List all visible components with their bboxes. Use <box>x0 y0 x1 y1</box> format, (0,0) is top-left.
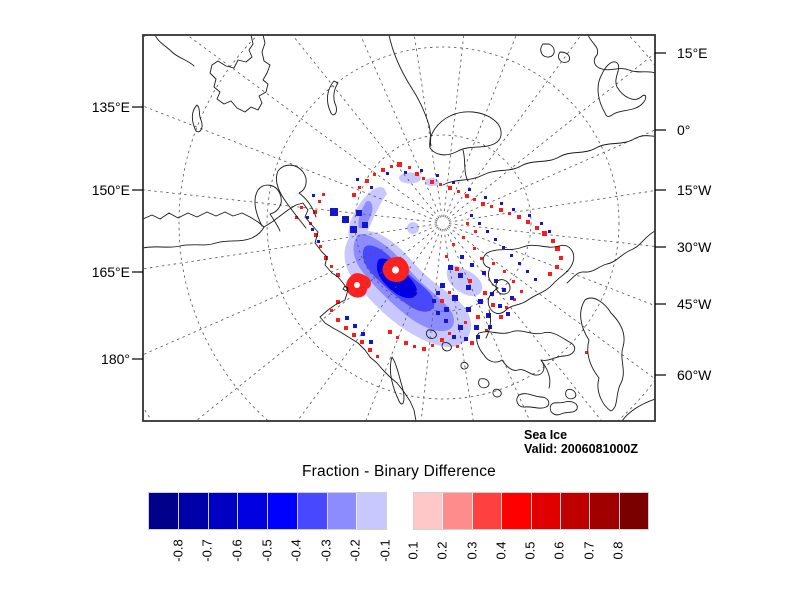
coastline <box>389 356 405 405</box>
colorbar-tick-label: 0.6 <box>551 541 567 560</box>
coastline <box>143 202 417 421</box>
colorbar-tick-label: -0.1 <box>377 539 393 562</box>
colorbar-tick-label: 0.7 <box>581 541 596 560</box>
colorbar-tick-label: -0.6 <box>229 539 245 562</box>
lon-label-45w: 45°W <box>677 296 712 312</box>
plot-title: Fraction - Binary Difference <box>302 463 496 480</box>
valid-time-label: Valid: 2006081000Z <box>524 442 638 456</box>
colorbar-swatch <box>149 493 179 529</box>
coastline <box>342 285 349 292</box>
coastline <box>425 329 502 398</box>
coastline <box>429 111 502 156</box>
lon-label-30w: 30°W <box>677 239 712 255</box>
colorbar-swatch <box>560 493 591 529</box>
coastline <box>143 226 265 249</box>
colorbar-swatch <box>178 493 209 529</box>
colorbar-swatch <box>619 493 648 529</box>
colorbar-tick-label: -0.8 <box>170 539 186 562</box>
colorbar-swatch <box>414 493 444 529</box>
colorbar-tick-label: -0.3 <box>318 539 334 562</box>
coastline <box>540 43 571 63</box>
coastline <box>580 297 625 412</box>
lon-label-165e: 165°E <box>91 264 130 280</box>
coastline <box>209 35 271 113</box>
colorbar-swatch <box>472 493 503 529</box>
lon-label-150e: 150°E <box>91 182 130 198</box>
lon-label-0: 0° <box>677 122 691 138</box>
coastlines <box>143 35 655 421</box>
colorbar-tick-label: -0.7 <box>199 539 215 562</box>
coastline <box>191 104 203 133</box>
colorbar-tick-label: 0.3 <box>464 541 479 560</box>
anomaly-medium-blue <box>358 200 373 229</box>
axis-ticks <box>132 52 666 376</box>
anomaly-light-patch <box>446 265 483 296</box>
colorbar-positive <box>413 492 649 530</box>
lon-label-15e: 15°E <box>677 45 708 61</box>
lon-label-60w: 60°W <box>677 367 712 383</box>
lon-label-180: 180° <box>101 351 130 367</box>
colorbar-swatch <box>238 493 268 529</box>
anomaly-red-blob-hole <box>354 282 360 288</box>
colorbar-swatch <box>208 493 239 529</box>
coastline <box>621 398 655 421</box>
coastline <box>587 35 655 74</box>
colorbar-swatch <box>502 493 532 529</box>
coastline <box>442 135 655 186</box>
coastline <box>462 149 469 182</box>
map-frame <box>142 34 656 422</box>
colorbar-tick-label: -0.5 <box>259 539 274 562</box>
colorbar-tick-label: 0.4 <box>493 541 509 560</box>
colorbar-tick-label: 0.2 <box>434 541 450 560</box>
colorbar-tick-label: -0.4 <box>288 539 304 562</box>
colorbar-swatch <box>268 493 298 529</box>
coastline <box>597 61 647 117</box>
colorbar-swatch <box>590 493 620 529</box>
colorbar-tick-label: -0.2 <box>347 539 363 562</box>
colorbar-tick-label: 0.5 <box>522 541 538 560</box>
coastline <box>254 184 282 232</box>
colorbar-swatch <box>357 493 386 529</box>
colorbar-swatch <box>297 493 328 529</box>
validity-annotation: Sea Ice Valid: 2006081000Z <box>524 428 638 456</box>
colorbar-swatch <box>443 493 473 529</box>
lon-label-135e: 135°E <box>91 99 130 115</box>
coastline <box>388 35 432 149</box>
coastline <box>482 244 575 314</box>
anomaly-red-ring-hole <box>391 266 400 274</box>
coastline <box>275 164 317 229</box>
coastline <box>485 309 491 339</box>
colorbar-tick-label: 0.1 <box>405 541 421 560</box>
colorbar-tick-label: 0.8 <box>610 541 626 560</box>
colorbar-negative <box>148 492 387 530</box>
graticule <box>143 35 655 421</box>
coastline <box>154 35 195 67</box>
colorbar-swatch <box>327 493 358 529</box>
coastline <box>566 230 655 284</box>
colorbar-swatch <box>531 493 561 529</box>
coastline <box>516 388 578 416</box>
anomaly-light-spot <box>407 222 419 234</box>
field-name-label: Sea Ice <box>524 428 568 442</box>
coastline <box>495 279 511 295</box>
coastline <box>540 359 551 389</box>
ice-anomaly-field <box>344 172 483 348</box>
lon-label-15w: 15°W <box>677 182 712 198</box>
coastline <box>327 80 339 116</box>
